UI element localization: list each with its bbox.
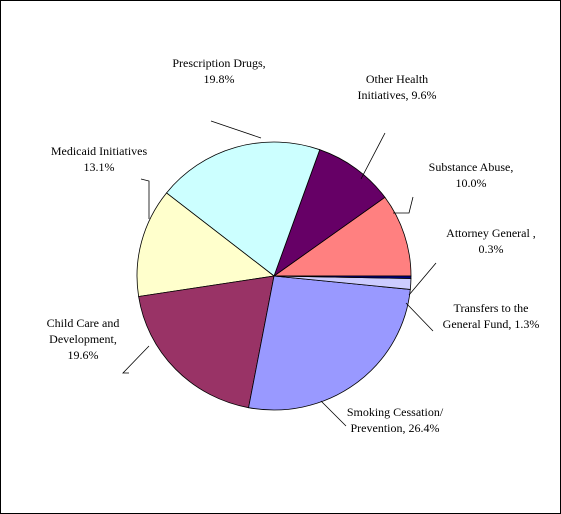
slice-label-line: 13.1% <box>84 160 115 174</box>
slice-label-line: 19.8% <box>204 72 235 86</box>
pie-slice-0 <box>272 196 412 277</box>
slice-label-3: Medicaid Initiatives 13.1% <box>51 144 148 174</box>
slice-label-5: Smoking Cessation/Prevention, 26.4% <box>347 405 444 435</box>
pie-slice-4 <box>138 275 275 409</box>
slice-label-7: Attorney General , 0.3% <box>446 226 536 256</box>
slice-label-line: Smoking Cessation/ <box>347 405 444 419</box>
slice-label-line: Child Care and <box>47 316 120 330</box>
leader-line-0 <box>393 196 414 214</box>
slice-label-6: Transfers to the General Fund, 1.3% <box>443 301 540 331</box>
slice-label-line: 10.0% <box>456 176 487 190</box>
leader-line-7 <box>408 262 437 296</box>
slice-label-line: Development, <box>49 332 117 346</box>
slice-label-line: Prevention, 26.4% <box>351 421 440 435</box>
slice-label-line: Prescription Drugs, <box>172 56 265 70</box>
slice-label-line: 19.6% <box>68 348 99 362</box>
pie-slice-5 <box>248 275 411 411</box>
slice-label-line: Other Health <box>366 72 428 86</box>
leader-line-5 <box>320 400 347 427</box>
slice-label-line: Substance Abuse, <box>429 160 514 174</box>
slice-label-line: Transfers to the <box>454 301 529 315</box>
pie-slice-3 <box>136 192 275 297</box>
slice-label-line: 0.3% <box>479 242 504 256</box>
slice-label-line: Medicaid Initiatives <box>51 144 148 158</box>
slice-label-line: General Fund, 1.3% <box>443 317 540 331</box>
slice-label-4: Child Care and Development, 19.6% <box>47 316 120 362</box>
slice-labels: Substance Abuse, 10.0% Other Health Initiat… <box>47 56 540 435</box>
pie-slice-7 <box>273 275 412 279</box>
leader-line-6 <box>405 302 434 332</box>
pie-slice-2 <box>165 141 321 277</box>
slice-label-line: Initiatives, 9.6% <box>358 88 437 102</box>
slice-label-2: Prescription Drugs, 19.8% <box>172 56 265 86</box>
slice-label-0: Substance Abuse, 10.0% <box>429 160 514 190</box>
leader-line-1 <box>360 132 386 180</box>
leader-line-4 <box>122 345 150 374</box>
leader-lines <box>122 120 437 427</box>
pie-slice-1 <box>273 149 386 278</box>
pie-slices <box>136 141 412 411</box>
slice-label-line: Attorney General , <box>446 226 536 240</box>
leader-line-2 <box>210 120 262 139</box>
slice-label-1: Other Health Initiatives, 9.6% <box>358 72 437 102</box>
leader-line-3 <box>140 178 150 219</box>
